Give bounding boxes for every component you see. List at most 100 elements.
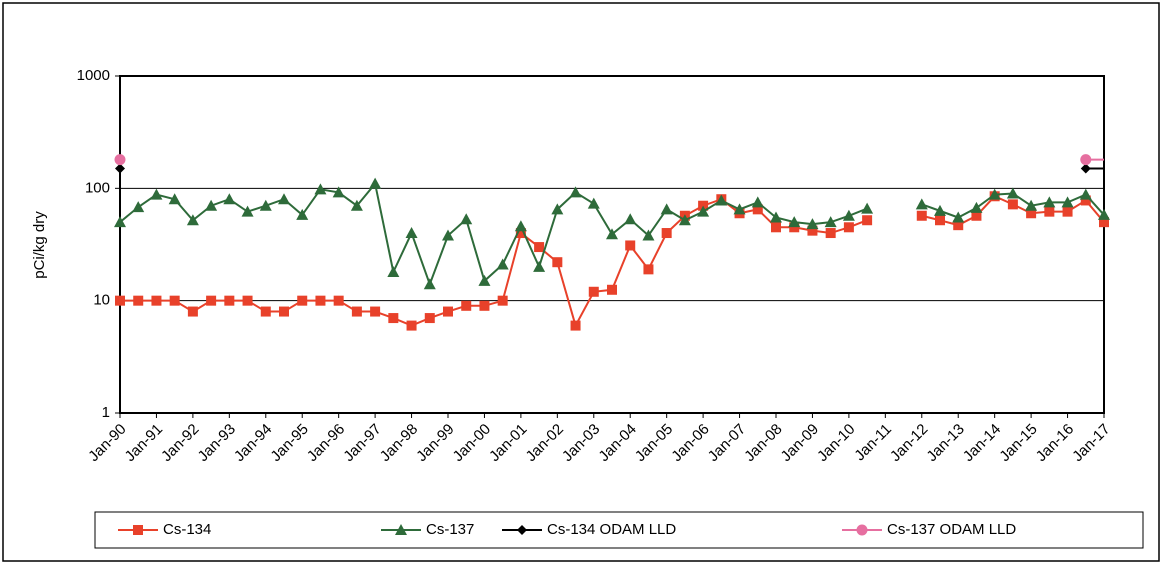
data-point	[241, 205, 254, 217]
data-point	[934, 204, 946, 216]
data-point	[660, 203, 673, 215]
data-point	[751, 196, 764, 208]
data-point	[733, 203, 746, 215]
data-point	[370, 306, 381, 317]
data-point	[807, 225, 818, 236]
data-point	[242, 295, 253, 306]
y-axis-title: pCi/kg dry	[31, 211, 48, 279]
y-tick-label: 1	[102, 404, 110, 421]
data-point	[186, 214, 199, 226]
data-point	[223, 193, 236, 205]
legend-marker	[856, 524, 868, 536]
data-point	[114, 154, 126, 166]
data-point	[788, 216, 801, 228]
data-point	[1079, 188, 1092, 200]
data-point	[1025, 199, 1038, 211]
data-point	[1080, 154, 1092, 166]
legend-label: Cs-137 ODAM LLD	[887, 521, 1016, 538]
data-point	[514, 220, 527, 232]
data-point	[1044, 206, 1055, 217]
data-point	[770, 211, 782, 223]
data-point	[443, 306, 453, 317]
data-point	[169, 295, 180, 306]
data-point	[315, 295, 326, 306]
data-point	[205, 199, 218, 211]
plot-border	[119, 75, 1105, 414]
data-point	[351, 306, 362, 317]
data-point	[607, 284, 617, 295]
legend-box	[94, 511, 1144, 549]
y-tick-label: 1000	[77, 67, 110, 84]
data-point	[752, 204, 763, 215]
data-point	[1007, 199, 1018, 210]
data-point	[534, 242, 545, 253]
plot-area	[120, 76, 1104, 413]
data-point	[916, 210, 927, 221]
data-point	[1080, 195, 1091, 206]
data-point	[952, 211, 965, 223]
data-point	[715, 194, 728, 206]
data-point	[187, 306, 198, 317]
y-tick-label: 100	[85, 179, 110, 196]
data-point	[953, 220, 964, 231]
data-point	[369, 177, 382, 189]
data-point	[515, 228, 526, 239]
data-point	[824, 216, 837, 228]
data-point	[970, 201, 983, 213]
data-point	[806, 218, 819, 230]
data-point	[625, 240, 636, 251]
data-point	[861, 202, 874, 214]
data-point	[678, 214, 691, 226]
data-point	[697, 205, 710, 217]
data-point	[533, 260, 546, 272]
legend-marker	[517, 525, 527, 535]
data-point	[406, 320, 417, 331]
data-point	[935, 215, 945, 226]
data-point	[296, 208, 309, 220]
data-point	[1099, 217, 1109, 228]
data-point	[1098, 208, 1110, 220]
data-point	[478, 274, 491, 286]
data-point	[569, 186, 582, 198]
data-point	[642, 229, 655, 241]
data-point	[333, 295, 344, 306]
data-point	[497, 295, 508, 306]
legend-label: Cs-134 ODAM LLD	[547, 521, 676, 538]
data-point	[1006, 187, 1019, 199]
data-point	[115, 295, 125, 306]
data-point	[224, 295, 235, 306]
data-point	[168, 193, 181, 205]
data-point	[843, 222, 854, 233]
data-point	[332, 186, 345, 198]
data-point	[971, 210, 982, 221]
data-point	[496, 258, 509, 270]
data-point	[423, 278, 436, 290]
data-point	[314, 183, 327, 195]
data-point	[1026, 208, 1037, 219]
legend-marker	[133, 525, 143, 535]
data-point	[606, 228, 618, 240]
data-point	[279, 306, 289, 317]
data-point	[624, 213, 637, 225]
data-point	[442, 229, 454, 241]
data-point	[915, 198, 928, 210]
legend-label: Cs-134	[163, 521, 211, 538]
data-point	[132, 201, 145, 213]
data-point	[789, 222, 800, 233]
data-point	[842, 209, 855, 221]
data-point	[661, 228, 672, 239]
data-point	[114, 216, 126, 228]
data-point	[479, 300, 490, 311]
data-point	[551, 203, 564, 215]
data-point	[260, 306, 271, 317]
data-point	[388, 313, 399, 324]
data-point	[643, 264, 654, 275]
data-point	[587, 197, 600, 209]
data-point	[771, 222, 781, 233]
data-point	[424, 313, 435, 324]
data-point	[1043, 196, 1056, 208]
y-tick-label: 10	[93, 292, 110, 309]
data-point	[350, 199, 363, 211]
data-point	[206, 295, 217, 306]
